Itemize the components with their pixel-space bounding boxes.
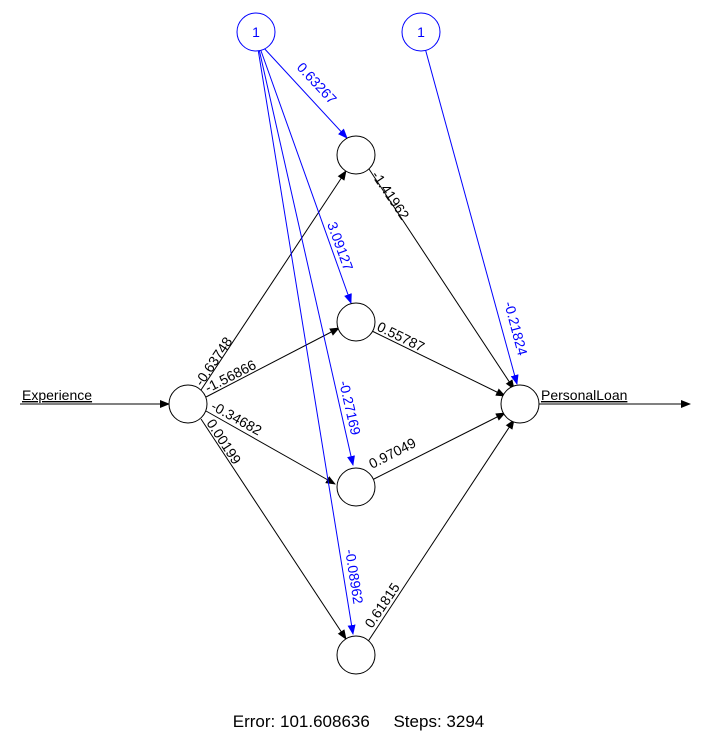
bias-node-output-label: 1 <box>417 24 425 40</box>
hidden-node-1 <box>336 135 376 175</box>
output-node <box>500 384 540 424</box>
bias-edge-hidden-1 <box>261 45 348 139</box>
input-node <box>168 384 208 424</box>
bias-node-output <box>401 12 441 52</box>
weight-hidden3-output: 0.97049 <box>366 434 419 471</box>
bias-edge-hidden-4 <box>257 48 356 635</box>
bias-weight-output: -0.21824 <box>501 300 531 358</box>
bias-node-hidden <box>236 12 276 52</box>
edge-input-hidden-4 <box>200 418 347 640</box>
bias-edge-hidden-2 <box>259 47 352 304</box>
error-value: 101.608636 <box>280 712 370 731</box>
hidden-node-3 <box>336 467 376 507</box>
hidden-node-2 <box>336 302 376 342</box>
bias-weight-hidden-2: 3.09127 <box>324 220 356 273</box>
edge-input-hidden-3 <box>205 410 336 485</box>
edge-input-hidden-1 <box>200 170 347 391</box>
hidden-node-4 <box>336 635 376 675</box>
edge-hidden2-output <box>371 330 506 397</box>
training-summary: Error: 101.608636 Steps: 3294 <box>0 712 717 732</box>
bias-weight-hidden-4: -0.08962 <box>342 548 366 605</box>
neural-network-diagram: Experience PersonalLoan 1 1 -0.63748 -1.… <box>20 12 691 675</box>
bias-edge-output <box>424 47 519 385</box>
bias-weight-hidden-1: 0.63267 <box>294 59 340 107</box>
bias-node-hidden-label: 1 <box>252 24 260 40</box>
edge-hidden4-output <box>366 419 515 644</box>
edge-hidden1-output <box>366 165 515 390</box>
steps-value: 3294 <box>446 712 485 731</box>
edge-hidden3-output <box>371 412 506 481</box>
steps-label: Steps: <box>393 712 442 731</box>
weight-hidden4-output: 0.61815 <box>361 580 403 631</box>
output-label: PersonalLoan <box>541 387 627 403</box>
input-label: Experience <box>22 387 92 403</box>
bias-edge-hidden-3 <box>258 48 355 466</box>
error-label: Error: <box>232 712 276 731</box>
weight-hidden1-output: -1.41962 <box>369 168 413 223</box>
edge-input-hidden-2 <box>205 327 340 398</box>
